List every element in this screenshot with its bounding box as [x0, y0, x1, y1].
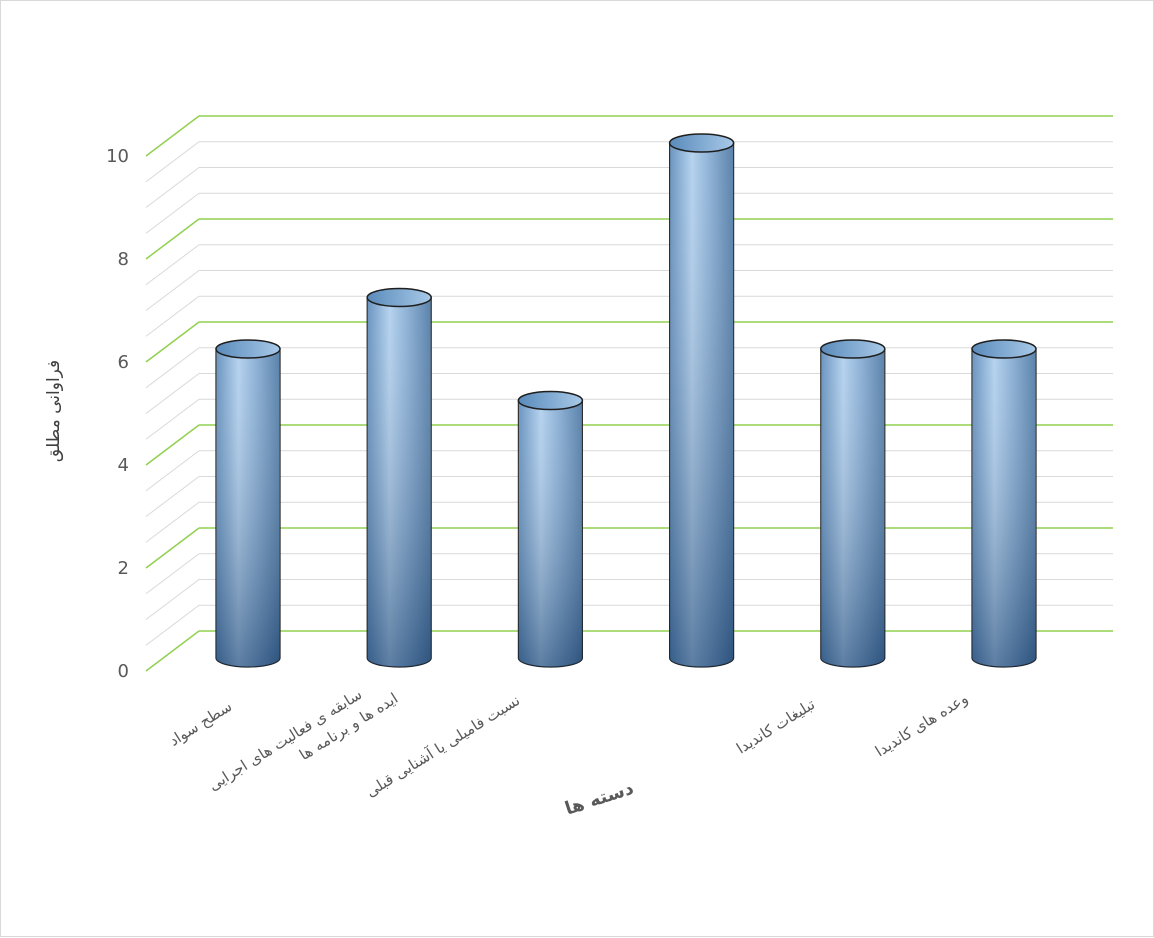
major-gridline [145, 115, 1113, 157]
major-gridline [145, 630, 1113, 672]
minor-gridline [145, 450, 1113, 492]
y-tick-label: 6 [118, 352, 129, 373]
x-tick-label: سطح سواد [166, 697, 235, 750]
minor-gridline [145, 398, 1113, 440]
bar [517, 390, 584, 668]
bar [820, 339, 886, 668]
grid-lines [145, 115, 1113, 672]
bar [668, 133, 735, 668]
major-gridline [145, 218, 1113, 260]
y-axis-title: فراوانی مطلق [44, 360, 64, 462]
major-gridline [145, 527, 1113, 569]
x-tick-label: تبلیغات کاندیدا [733, 695, 818, 757]
minor-gridline [145, 295, 1113, 337]
minor-gridline [145, 476, 1113, 517]
minor-gridline [145, 604, 1113, 646]
y-tick-label: 4 [118, 455, 129, 476]
minor-gridline [145, 270, 1113, 311]
minor-gridline [145, 141, 1113, 183]
y-tick-label: 8 [118, 249, 129, 270]
y-tick-label: 2 [118, 558, 129, 579]
minor-gridline [145, 167, 1113, 208]
minor-gridline [145, 244, 1113, 286]
bars [215, 133, 1037, 668]
minor-gridline [145, 347, 1113, 389]
major-gridline [145, 424, 1113, 466]
bar [971, 339, 1037, 668]
minor-gridline [145, 579, 1113, 620]
y-tick-label: 0 [118, 661, 129, 682]
x-axis-title: دسته ها [562, 778, 636, 820]
bar [366, 287, 432, 668]
minor-gridline [145, 192, 1113, 234]
minor-gridline [145, 373, 1113, 414]
major-gridline [145, 321, 1113, 363]
bar [215, 339, 281, 668]
y-axis: 0 2 4 6 8 10 [106, 146, 129, 682]
y-tick-label: 10 [106, 146, 129, 167]
minor-gridline [145, 553, 1113, 595]
x-tick-label: وعده های کاندیدا [872, 689, 971, 760]
minor-gridline [145, 501, 1113, 543]
